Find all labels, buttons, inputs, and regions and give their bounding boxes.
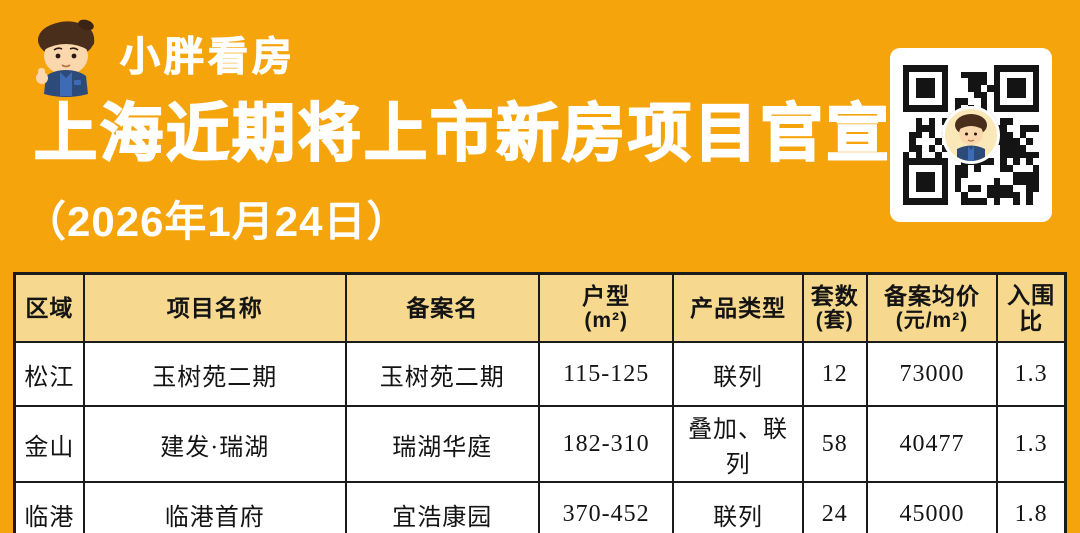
cell-product-type: 联列 — [672, 341, 804, 407]
cell-avg-price: 73000 — [865, 341, 999, 407]
mascot-boy-icon — [36, 19, 95, 97]
col-header-project-name: 项目名称 — [82, 272, 347, 343]
table-row: 金山 建发·瑞湖 瑞湖华庭 182-310 叠加、联列 58 40477 1.3 — [13, 405, 1067, 483]
col-header-avg-price: 备案均价 (元/m²) — [865, 272, 999, 343]
cell-project-name: 建发·瑞湖 — [82, 405, 347, 483]
cell-registered-name: 玉树苑二期 — [344, 341, 540, 407]
col-header-region: 区域 — [13, 272, 85, 343]
cell-project-name: 玉树苑二期 — [82, 341, 347, 407]
cell-unit-size: 115-125 — [537, 341, 675, 407]
cell-region: 金山 — [13, 405, 85, 483]
table-row: 临港 临港首府 宜浩康园 370-452 联列 24 45000 1.8 — [13, 481, 1067, 533]
brand-logo-text: 小胖看房 — [120, 35, 296, 79]
cell-avg-price: 45000 — [865, 481, 999, 533]
qr-center-avatar-icon — [942, 106, 1000, 164]
cell-registered-name: 宜浩康园 — [344, 481, 540, 533]
cell-product-type: 叠加、联列 — [672, 405, 804, 483]
table-row: 松江 玉树苑二期 玉树苑二期 115-125 联列 12 73000 1.3 — [13, 341, 1067, 407]
page-title: 上海近期将上市新房项目官宣 — [33, 98, 892, 170]
col-header-registered-name: 备案名 — [344, 272, 540, 343]
cell-unit-count: 24 — [801, 481, 868, 533]
cell-registered-name: 瑞湖华庭 — [344, 405, 540, 483]
date-line: （2026年1月24日） — [24, 198, 410, 245]
col-header-product-type: 产品类型 — [672, 272, 804, 343]
cell-unit-size: 370-452 — [537, 481, 675, 533]
listings-table: 区域 项目名称 备案名 户型 (m²) 产品类型 套数 (套) 备案均价 (元/m²)… — [13, 272, 1067, 533]
cell-unit-count: 58 — [801, 405, 868, 483]
col-header-unit-size: 户型 (m²) — [537, 272, 675, 343]
cell-entry-ratio: 1.3 — [996, 405, 1067, 483]
cell-unit-count: 12 — [801, 341, 868, 407]
col-header-unit-count: 套数 (套) — [801, 272, 868, 343]
cell-region: 松江 — [13, 341, 85, 407]
brand: 小胖看房 — [24, 16, 296, 98]
cell-project-name: 临港首府 — [82, 481, 347, 533]
cell-entry-ratio: 1.8 — [996, 481, 1067, 533]
cell-avg-price: 40477 — [865, 405, 999, 483]
col-header-entry-ratio: 入围比 — [996, 272, 1067, 343]
qr-code — [890, 48, 1052, 222]
cell-product-type: 联列 — [672, 481, 804, 533]
cell-unit-size: 182-310 — [537, 405, 675, 483]
table-header-row: 区域 项目名称 备案名 户型 (m²) 产品类型 套数 (套) 备案均价 (元/m²)… — [13, 272, 1067, 343]
cell-region: 临港 — [13, 481, 85, 533]
cell-entry-ratio: 1.3 — [996, 341, 1067, 407]
